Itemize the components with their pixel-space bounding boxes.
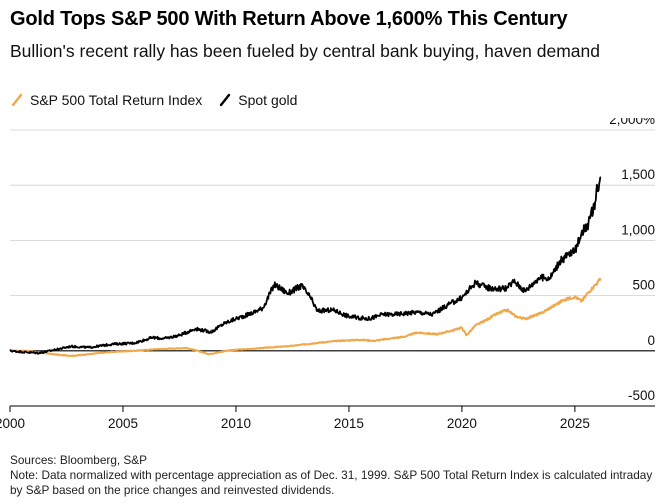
legend-item-sp500: S&P 500 Total Return Index [10,92,202,108]
y-tick-label-1: 1,500 [621,167,655,182]
legend-item-gold: Spot gold [218,92,297,108]
legend-label-sp500: S&P 500 Total Return Index [30,92,203,108]
legend-label-gold: Spot gold [238,92,298,108]
series-line-sp500 [9,277,602,358]
x-tick-label-2: 2010 [221,416,251,431]
chart-title: Gold Tops S&P 500 With Return Above 1,60… [10,8,568,30]
y-tick-label-2: 1,000 [621,222,655,237]
note-text: Note: Data normalized with percentage ap… [10,468,653,497]
line-chart: 2,000% 1,500 1,000 500 0 -500 2000 2005 2010 2015… [0,118,655,431]
x-tick-label-4: 2020 [447,416,477,431]
y-tick-label-4: 0 [647,333,655,348]
x-tick-label-0: 2000 [0,416,25,431]
y-tick-label-5: -500 [628,388,655,403]
y-tick-label-0: 2,000% [609,118,655,127]
x-tick-label-3: 2015 [334,416,364,431]
x-tick-label-5: 2025 [560,416,590,431]
sources-text: Sources: Bloomberg, S&P [10,453,148,467]
legend: S&P 500 Total Return Index Spot gold [10,92,313,108]
chart-subtitle: Bullion's recent rally has been fueled b… [10,41,600,61]
y-tick-label-3: 500 [632,278,655,293]
chart-footnotes: Sources: Bloomberg, S&P Note: Data norma… [10,453,660,498]
legend-swatch-sp500-icon [11,93,23,107]
series-line-spot-gold [9,176,602,355]
legend-swatch-gold-icon [220,93,231,107]
x-tick-label-1: 2005 [108,416,138,431]
